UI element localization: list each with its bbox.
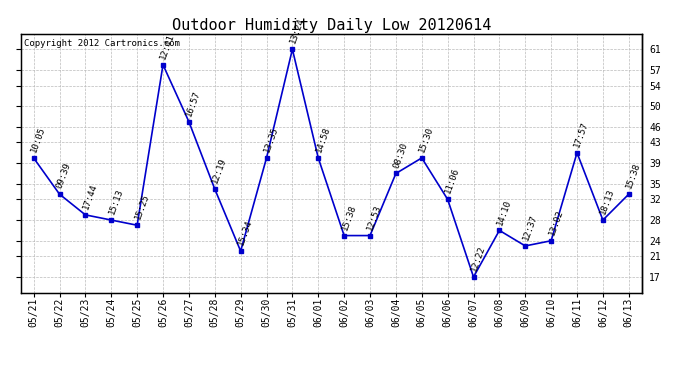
Text: 10:05: 10:05 [30, 126, 47, 154]
Text: 12:41: 12:41 [159, 32, 177, 61]
Text: 12:22: 12:22 [469, 244, 487, 273]
Text: 13:02: 13:02 [547, 208, 564, 237]
Text: 17:44: 17:44 [81, 182, 99, 211]
Text: 15:25: 15:25 [133, 193, 150, 221]
Text: 12:37: 12:37 [521, 213, 539, 242]
Text: 15:38: 15:38 [624, 162, 642, 190]
Text: 14:58: 14:58 [314, 126, 332, 154]
Text: 13:35: 13:35 [262, 126, 280, 154]
Title: Outdoor Humidity Daily Low 20120614: Outdoor Humidity Daily Low 20120614 [172, 18, 491, 33]
Text: 17:57: 17:57 [573, 120, 591, 148]
Text: Copyright 2012 Cartronics.com: Copyright 2012 Cartronics.com [23, 39, 179, 48]
Text: 09:39: 09:39 [55, 162, 73, 190]
Text: 13:24: 13:24 [288, 17, 306, 45]
Text: 15:13: 15:13 [107, 188, 125, 216]
Text: 14:10: 14:10 [495, 198, 513, 226]
Text: 15:30: 15:30 [417, 126, 435, 154]
Text: 16:57: 16:57 [185, 89, 202, 117]
Text: 12:53: 12:53 [366, 203, 384, 231]
Text: 11:06: 11:06 [444, 167, 461, 195]
Text: 18:13: 18:13 [599, 188, 616, 216]
Text: 15:34: 15:34 [237, 219, 254, 247]
Text: 15:38: 15:38 [340, 203, 357, 231]
Text: 08:30: 08:30 [392, 141, 409, 169]
Text: 12:19: 12:19 [210, 156, 228, 185]
